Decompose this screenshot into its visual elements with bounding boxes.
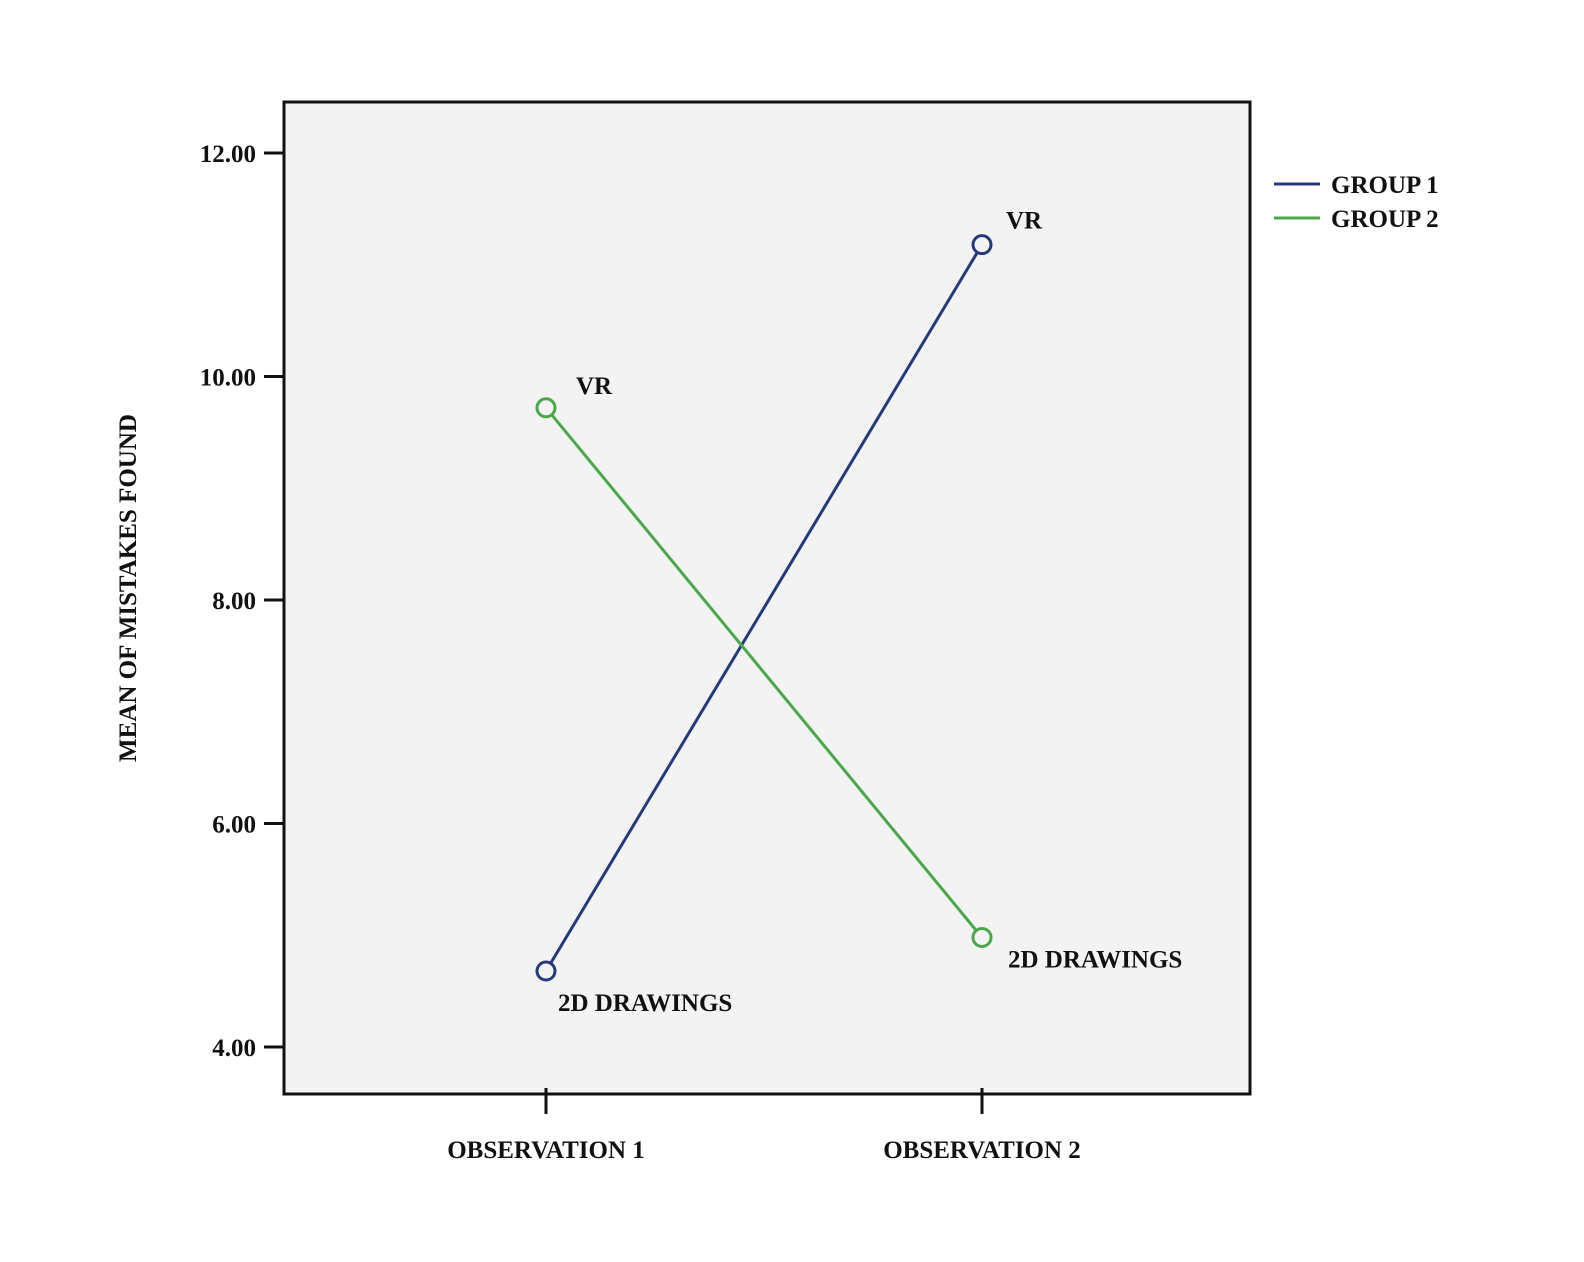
y-tick-label: 8.00 [212, 588, 256, 615]
series-line [544, 406, 984, 939]
legend-label: GROUP 2 [1331, 206, 1439, 233]
point-label: VR [1006, 208, 1043, 235]
point-label: 2D DRAWINGS [1008, 946, 1182, 973]
x-axis: OBSERVATION 1 OBSERVATION 2 [447, 1088, 1081, 1164]
data-point [535, 960, 557, 982]
plot-area [282, 100, 1252, 1096]
data-point [971, 234, 993, 256]
series-line [544, 243, 984, 972]
point-label: 2D DRAWINGS [558, 990, 732, 1017]
legend-label: GROUP 1 [1331, 172, 1439, 199]
y-axis-title: MEAN OF MISTAKES FOUND [115, 414, 142, 762]
x-tick-label: OBSERVATION 2 [883, 1137, 1081, 1164]
legend: GROUP 1 GROUP 2 [1274, 172, 1439, 233]
y-tick-label: 10.00 [200, 365, 256, 392]
data-point [535, 397, 557, 419]
x-tick-label: OBSERVATION 1 [447, 1137, 645, 1164]
series-1: 2D DRAWINGS VR [535, 208, 1043, 1017]
series-layer: 2D DRAWINGS VR VR 2D DRAWINGS [535, 208, 1182, 1017]
y-tick-label: 12.00 [200, 141, 256, 168]
point-label: VR [576, 373, 613, 400]
series-2: VR 2D DRAWINGS [535, 373, 1182, 973]
y-tick-label: 6.00 [212, 812, 256, 839]
y-tick-label: 4.00 [212, 1035, 256, 1062]
data-point [971, 926, 993, 948]
y-axis: 4.00 6.00 8.00 10.00 12.00 [200, 141, 284, 1062]
